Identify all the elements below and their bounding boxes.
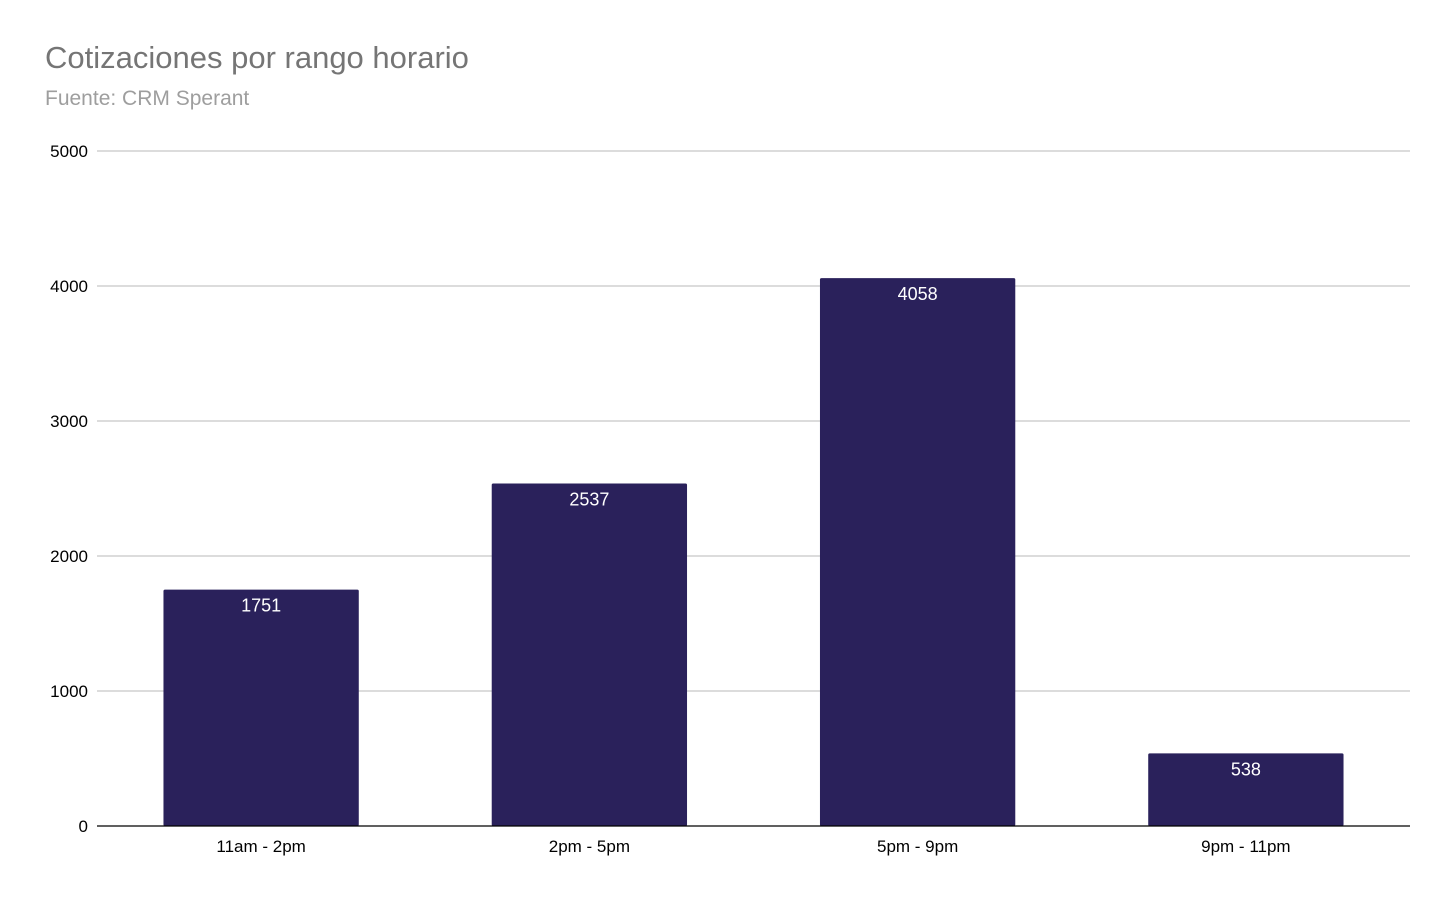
bar [1148, 753, 1344, 826]
chart-subtitle: Fuente: CRM Sperant [45, 87, 250, 110]
x-axis-ticks: 11am - 2pm 2pm - 5pm 5pm - 9pm 9pm - 11pm [216, 837, 1290, 856]
x-tick-label: 2pm - 5pm [549, 837, 630, 856]
bar [491, 483, 688, 826]
chart-title: Cotizaciones por rango horario [45, 40, 469, 75]
bar-value-label: 2537 [569, 490, 609, 510]
y-tick-label: 4000 [50, 277, 88, 296]
y-tick-label: 1000 [50, 682, 88, 701]
x-tick-label: 11am - 2pm [216, 837, 305, 856]
bar-value-label: 4058 [898, 284, 938, 304]
y-tick-label: 3000 [50, 412, 88, 431]
bar-value-label: 538 [1231, 759, 1261, 779]
gridlines [97, 150, 1410, 692]
y-tick-label: 0 [79, 817, 88, 836]
bar-value-labels: 1751 2537 4058 538 [241, 284, 1261, 779]
bar-value-label: 1751 [241, 596, 281, 616]
bar [163, 589, 359, 826]
bar [819, 278, 1016, 826]
y-tick-label: 5000 [50, 142, 88, 161]
x-tick-label: 9pm - 11pm [1201, 837, 1290, 856]
x-tick-label: 5pm - 9pm [877, 837, 958, 856]
y-axis-ticks: 0 1000 2000 3000 4000 5000 [50, 142, 88, 836]
y-tick-label: 2000 [50, 547, 88, 566]
bars [163, 278, 1344, 826]
